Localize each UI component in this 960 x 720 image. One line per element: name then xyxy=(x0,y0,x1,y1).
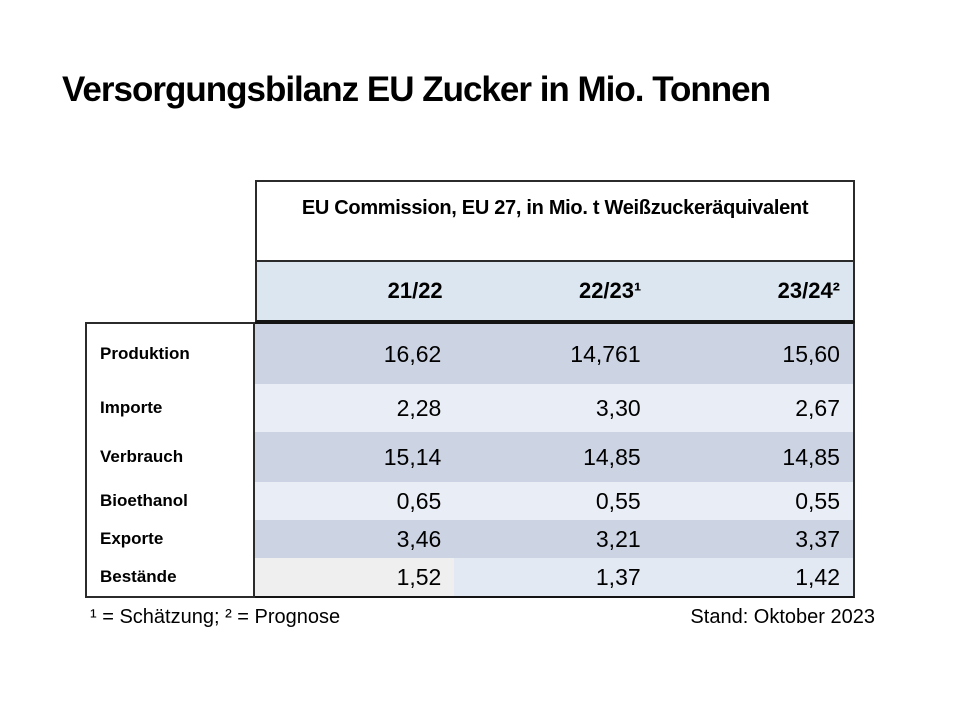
cell-importe-21-22: 2,28 xyxy=(255,384,455,432)
row-label-bestaende: Bestände xyxy=(100,567,177,586)
page-title: Versorgungsbilanz EU Zucker in Mio. Tonn… xyxy=(62,70,771,109)
table-row-verbrauch: 15,14 14,85 14,85 xyxy=(255,432,853,482)
cell-verbrauch-21-22: 15,14 xyxy=(255,432,455,482)
column-header-22-23: 22/23¹ xyxy=(578,278,642,303)
cell-importe-22-23: 3,30 xyxy=(454,384,654,432)
cell-bestaende-23-24: 1,42 xyxy=(653,558,853,596)
table-header: EU Commission, EU 27, in Mio. t Weißzuck… xyxy=(255,180,855,262)
cell-bestaende-21-22: 1,52 xyxy=(255,558,455,596)
column-header-21-22: 21/22 xyxy=(387,278,443,303)
table-row-bioethanol: 0,65 0,55 0,55 xyxy=(255,482,853,520)
table-row-exporte: 3,46 3,21 3,37 xyxy=(255,520,853,558)
cell-produktion-21-22: 16,62 xyxy=(255,324,455,384)
cell-exporte-23-24: 3,37 xyxy=(653,520,853,558)
cell-exporte-21-22: 3,46 xyxy=(255,520,455,558)
cell-bioethanol-22-23: 0,55 xyxy=(454,482,654,520)
cell-verbrauch-23-24: 14,85 xyxy=(653,432,853,482)
row-label-column: Produktion Importe Verbrauch Bioethanol … xyxy=(85,322,255,598)
column-header-23-24: 23/24² xyxy=(777,278,841,303)
table-body: 16,62 14,761 15,60 2,28 3,30 2,67 15,14 … xyxy=(255,322,855,598)
row-label-bioethanol: Bioethanol xyxy=(100,491,188,510)
cell-bioethanol-23-24: 0,55 xyxy=(653,482,853,520)
table-row-importe: 2,28 3,30 2,67 xyxy=(255,384,853,432)
row-label-verbrauch: Verbrauch xyxy=(100,447,184,466)
footnote-legend: ¹ = Schätzung; ² = Prognose xyxy=(90,606,341,628)
row-label-importe: Importe xyxy=(100,398,163,417)
table-header-text: EU Commission, EU 27, in Mio. t Weißzuck… xyxy=(301,197,809,219)
row-label-exporte: Exporte xyxy=(100,529,164,548)
footnote-row: ¹ = Schätzung; ² = Prognose Stand: Oktob… xyxy=(90,606,875,629)
cell-exporte-22-23: 3,21 xyxy=(454,520,654,558)
cell-bestaende-22-23: 1,37 xyxy=(454,558,654,596)
footnote-date: Stand: Oktober 2023 xyxy=(690,606,875,628)
column-header-row: 21/22 22/23¹ 23/24² xyxy=(255,262,855,322)
cell-importe-23-24: 2,67 xyxy=(653,384,853,432)
cell-bioethanol-21-22: 0,65 xyxy=(255,482,455,520)
table-row-produktion: 16,62 14,761 15,60 xyxy=(255,324,853,384)
table-row-bestaende: 1,52 1,37 1,42 xyxy=(255,558,853,596)
cell-produktion-23-24: 15,60 xyxy=(653,324,853,384)
cell-verbrauch-22-23: 14,85 xyxy=(454,432,654,482)
cell-produktion-22-23: 14,761 xyxy=(454,324,654,384)
row-label-produktion: Produktion xyxy=(100,344,190,363)
